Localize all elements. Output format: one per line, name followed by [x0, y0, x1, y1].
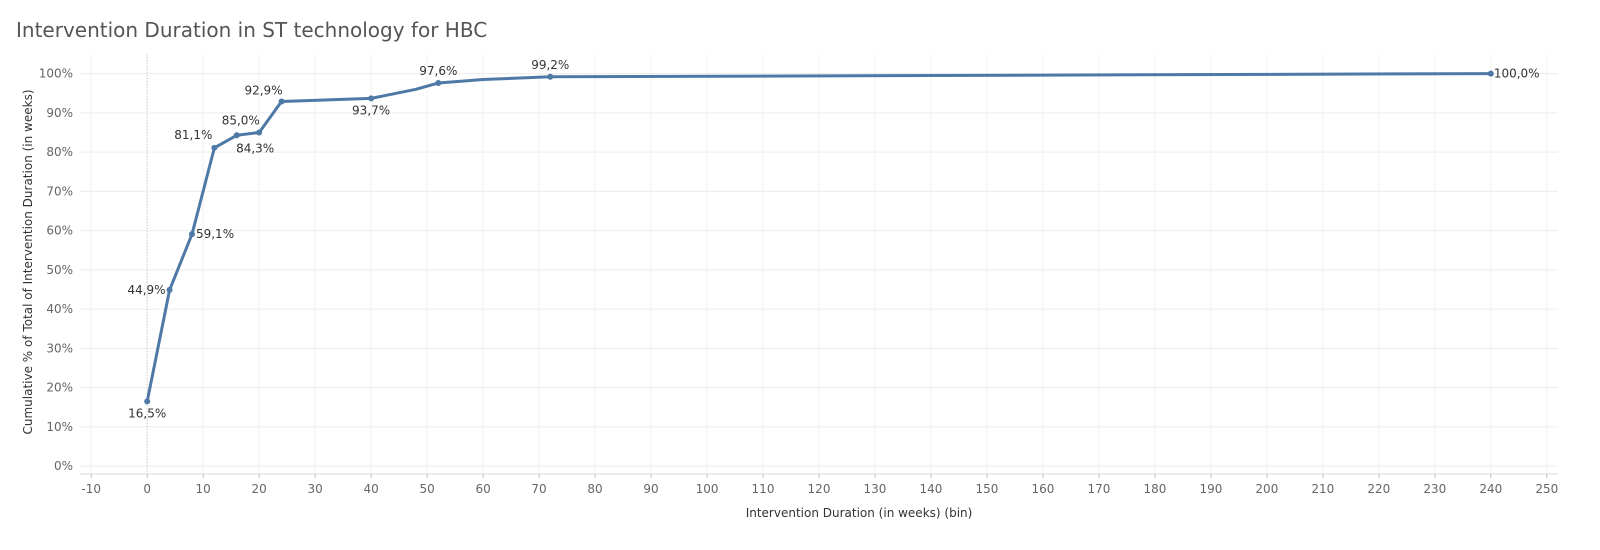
x-tick-label: 90 — [643, 482, 658, 496]
y-tick-label: 40% — [46, 302, 73, 316]
x-tick-label: 70 — [531, 482, 546, 496]
x-tick-label: 0 — [143, 482, 151, 496]
data-label: 84,3% — [236, 142, 274, 156]
data-label: 97,6% — [419, 64, 457, 78]
y-axis-title: Cumulative % of Total of Intervention Du… — [21, 89, 35, 434]
data-point[interactable] — [368, 95, 375, 102]
x-tick-label: 20 — [252, 482, 267, 496]
x-tick-label: 60 — [475, 482, 490, 496]
data-point[interactable] — [1487, 70, 1494, 77]
data-point[interactable] — [547, 73, 554, 80]
x-tick-label: 120 — [808, 482, 831, 496]
data-point[interactable] — [144, 398, 151, 405]
x-tick-label: 100 — [696, 482, 719, 496]
x-tick-label: 250 — [1535, 482, 1558, 496]
data-labels: 16,5% 44,9% 59,1% 81,1% 85,0% 84,3% 92,9% 93,7%… — [127, 58, 1539, 421]
x-tick-label: -10 — [81, 482, 101, 496]
data-label: 59,1% — [196, 227, 234, 241]
data-point[interactable] — [256, 129, 263, 136]
data-point[interactable] — [233, 132, 240, 139]
x-tick-label: 30 — [307, 482, 322, 496]
x-tick-label: 110 — [752, 482, 775, 496]
y-tick-label: 0% — [54, 459, 73, 473]
data-label: 99,2% — [531, 58, 569, 72]
data-label: 93,7% — [352, 103, 390, 117]
y-tick-label: 60% — [46, 224, 73, 238]
x-tick-label: 180 — [1143, 482, 1166, 496]
x-tick-label: 220 — [1367, 482, 1390, 496]
x-tick-label: 160 — [1031, 482, 1054, 496]
x-tick-label: 230 — [1423, 482, 1446, 496]
x-tick-label: 50 — [419, 482, 434, 496]
x-tick-label: 140 — [920, 482, 943, 496]
x-axis: -10 0 10 20 30 40 50 60 70 80 90 100 110 120 130 140 150… — [80, 473, 1558, 496]
series-layer — [144, 70, 1494, 405]
y-tick-label: 30% — [46, 341, 73, 355]
x-axis-title: Intervention Duration (in weeks) (bin) — [746, 506, 973, 520]
y-tick-label: 10% — [46, 420, 73, 434]
data-point[interactable] — [278, 98, 285, 105]
data-point[interactable] — [211, 144, 218, 151]
data-point[interactable] — [166, 286, 173, 293]
y-tick-label: 90% — [46, 106, 73, 120]
data-label: 92,9% — [244, 83, 282, 97]
x-tick-label: 170 — [1087, 482, 1110, 496]
grid-lines — [80, 54, 1558, 474]
chart-title: Intervention Duration in ST technology f… — [16, 18, 488, 42]
x-tick-label: 40 — [363, 482, 378, 496]
y-tick-label: 20% — [46, 381, 73, 395]
x-tick-label: 240 — [1479, 482, 1502, 496]
x-tick-label: 130 — [864, 482, 887, 496]
y-tick-label: 100% — [39, 67, 73, 81]
x-tick-label: 150 — [976, 482, 999, 496]
data-label: 16,5% — [128, 406, 166, 420]
x-tick-label: 200 — [1255, 482, 1278, 496]
data-point[interactable] — [188, 231, 195, 238]
x-tick-label: 190 — [1199, 482, 1222, 496]
x-tick-label: 210 — [1311, 482, 1334, 496]
data-label: 81,1% — [174, 128, 212, 142]
x-tick-label: 10 — [196, 482, 211, 496]
data-label: 44,9% — [127, 283, 165, 297]
data-point[interactable] — [435, 80, 442, 87]
y-tick-label: 50% — [46, 263, 73, 277]
x-tick-label: 80 — [587, 482, 602, 496]
data-label: 100,0% — [1494, 67, 1540, 81]
y-tick-label: 80% — [46, 145, 73, 159]
y-axis: 0% 10% 20% 30% 40% 50% 60% 70% 80% 90% 100% — [39, 67, 73, 474]
data-label: 85,0% — [222, 113, 260, 127]
y-tick-label: 70% — [46, 184, 73, 198]
